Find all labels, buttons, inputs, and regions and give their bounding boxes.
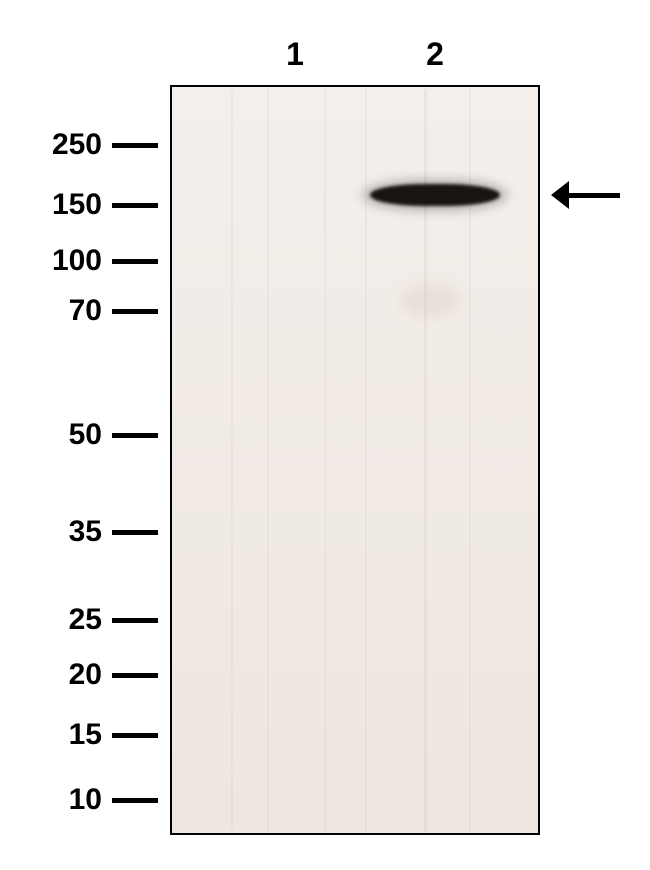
lane-streak bbox=[267, 89, 269, 831]
mw-tick-100 bbox=[112, 259, 158, 264]
mw-tick-150 bbox=[112, 203, 158, 208]
smudge bbox=[400, 283, 460, 318]
arrow-head bbox=[551, 181, 569, 209]
mw-tick-35 bbox=[112, 530, 158, 535]
lane-label-2: 2 bbox=[405, 36, 465, 73]
mw-label-10: 10 bbox=[0, 783, 102, 817]
mw-tick-20 bbox=[112, 673, 158, 678]
lane-streak bbox=[231, 89, 233, 831]
mw-label-35: 35 bbox=[0, 515, 102, 549]
mw-label-250: 250 bbox=[0, 128, 102, 162]
mw-tick-50 bbox=[112, 433, 158, 438]
arrow-shaft bbox=[565, 193, 620, 198]
mw-label-100: 100 bbox=[0, 244, 102, 278]
lane-label-1: 1 bbox=[265, 36, 325, 73]
mw-tick-70 bbox=[112, 309, 158, 314]
lane-streak bbox=[324, 89, 326, 831]
protein-band-lane-2 bbox=[370, 184, 500, 206]
mw-label-70: 70 bbox=[0, 294, 102, 328]
mw-label-150: 150 bbox=[0, 188, 102, 222]
mw-label-15: 15 bbox=[0, 718, 102, 752]
mw-label-25: 25 bbox=[0, 603, 102, 637]
mw-label-50: 50 bbox=[0, 418, 102, 452]
mw-label-20: 20 bbox=[0, 658, 102, 692]
mw-tick-15 bbox=[112, 733, 158, 738]
mw-tick-25 bbox=[112, 618, 158, 623]
western-blot-figure: 1 2 250 150 100 70 50 35 25 20 15 10 bbox=[0, 0, 650, 870]
mw-tick-250 bbox=[112, 143, 158, 148]
mw-tick-10 bbox=[112, 798, 158, 803]
